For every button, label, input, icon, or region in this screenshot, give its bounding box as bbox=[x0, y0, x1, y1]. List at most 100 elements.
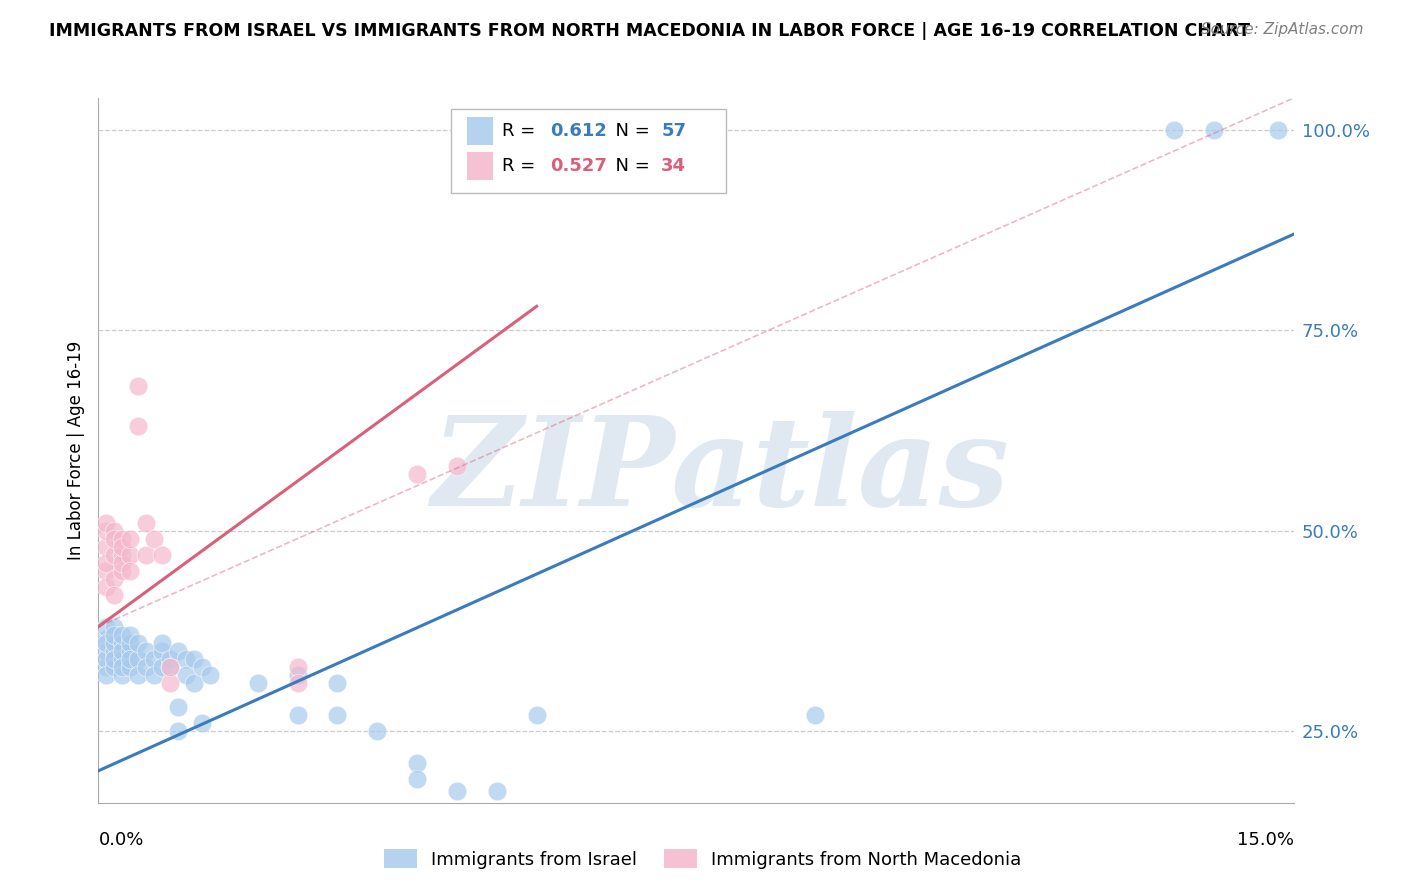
Point bbox=[135, 643, 157, 657]
Point bbox=[485, 784, 508, 798]
Point bbox=[96, 643, 118, 657]
Point bbox=[96, 632, 118, 646]
Point bbox=[167, 723, 190, 738]
Point bbox=[111, 635, 134, 649]
Point bbox=[446, 459, 468, 474]
Point bbox=[287, 707, 309, 722]
Point bbox=[150, 659, 173, 673]
Point bbox=[191, 659, 214, 673]
Point bbox=[120, 532, 142, 546]
Point bbox=[191, 715, 214, 730]
Point bbox=[96, 580, 118, 594]
Point bbox=[183, 675, 205, 690]
Point bbox=[111, 548, 134, 562]
Point bbox=[150, 548, 173, 562]
Text: 0.0%: 0.0% bbox=[98, 831, 143, 849]
Point bbox=[326, 675, 349, 690]
Text: 34: 34 bbox=[661, 157, 686, 175]
Point bbox=[96, 556, 118, 570]
Point bbox=[103, 572, 125, 586]
Point bbox=[120, 564, 142, 578]
Text: R =: R = bbox=[502, 157, 541, 175]
Point bbox=[143, 532, 166, 546]
Text: 15.0%: 15.0% bbox=[1236, 831, 1294, 849]
Point bbox=[96, 619, 118, 633]
Point bbox=[96, 667, 118, 681]
Y-axis label: In Labor Force | Age 16-19: In Labor Force | Age 16-19 bbox=[66, 341, 84, 560]
Point bbox=[111, 651, 134, 665]
Point bbox=[143, 651, 166, 665]
Point bbox=[143, 667, 166, 681]
Point bbox=[103, 627, 125, 641]
Point bbox=[287, 667, 309, 681]
Point bbox=[111, 627, 134, 641]
Point bbox=[120, 659, 142, 673]
Text: N =: N = bbox=[605, 122, 655, 140]
Point bbox=[96, 524, 118, 538]
Text: 0.527: 0.527 bbox=[550, 157, 607, 175]
Point bbox=[246, 675, 269, 690]
Point bbox=[111, 564, 134, 578]
FancyBboxPatch shape bbox=[467, 152, 494, 180]
Point bbox=[159, 675, 181, 690]
Point bbox=[103, 659, 125, 673]
Point bbox=[159, 659, 181, 673]
Point bbox=[406, 772, 429, 786]
Point bbox=[103, 651, 125, 665]
Point bbox=[96, 635, 118, 649]
Point bbox=[526, 707, 548, 722]
Text: 0.612: 0.612 bbox=[550, 122, 607, 140]
FancyBboxPatch shape bbox=[467, 117, 494, 145]
Point bbox=[111, 532, 134, 546]
Point bbox=[174, 651, 197, 665]
Point bbox=[127, 419, 149, 434]
Point bbox=[159, 659, 181, 673]
Point bbox=[135, 659, 157, 673]
Point bbox=[103, 619, 125, 633]
Point bbox=[96, 651, 118, 665]
Point bbox=[103, 548, 125, 562]
Point bbox=[127, 667, 149, 681]
Point bbox=[111, 667, 134, 681]
Point bbox=[446, 784, 468, 798]
Point bbox=[366, 723, 388, 738]
Text: Source: ZipAtlas.com: Source: ZipAtlas.com bbox=[1201, 22, 1364, 37]
Point bbox=[120, 627, 142, 641]
Text: N =: N = bbox=[605, 157, 655, 175]
Point bbox=[135, 516, 157, 530]
Text: 57: 57 bbox=[661, 122, 686, 140]
Point bbox=[103, 588, 125, 602]
Point bbox=[135, 548, 157, 562]
Point bbox=[326, 707, 349, 722]
Point bbox=[96, 564, 118, 578]
Point bbox=[103, 635, 125, 649]
Point bbox=[183, 651, 205, 665]
Point bbox=[120, 635, 142, 649]
Point bbox=[103, 524, 125, 538]
Point bbox=[127, 379, 149, 393]
Legend: Immigrants from Israel, Immigrants from North Macedonia: Immigrants from Israel, Immigrants from … bbox=[377, 842, 1029, 876]
Point bbox=[96, 516, 118, 530]
FancyBboxPatch shape bbox=[451, 109, 725, 194]
Point bbox=[150, 635, 173, 649]
Point bbox=[103, 532, 125, 546]
Point bbox=[287, 659, 309, 673]
Point bbox=[406, 467, 429, 482]
Point bbox=[804, 707, 827, 722]
Point bbox=[111, 643, 134, 657]
Point bbox=[1202, 123, 1225, 137]
Point bbox=[406, 756, 429, 770]
Text: R =: R = bbox=[502, 122, 541, 140]
Point bbox=[167, 643, 190, 657]
Point bbox=[150, 643, 173, 657]
Point bbox=[96, 659, 118, 673]
Point bbox=[111, 659, 134, 673]
Point bbox=[287, 675, 309, 690]
Point bbox=[111, 556, 134, 570]
Text: ZIPatlas: ZIPatlas bbox=[430, 411, 1010, 533]
Point bbox=[120, 643, 142, 657]
Text: IMMIGRANTS FROM ISRAEL VS IMMIGRANTS FROM NORTH MACEDONIA IN LABOR FORCE | AGE 1: IMMIGRANTS FROM ISRAEL VS IMMIGRANTS FRO… bbox=[49, 22, 1250, 40]
Point bbox=[1267, 123, 1289, 137]
Point bbox=[111, 540, 134, 554]
Point bbox=[174, 667, 197, 681]
